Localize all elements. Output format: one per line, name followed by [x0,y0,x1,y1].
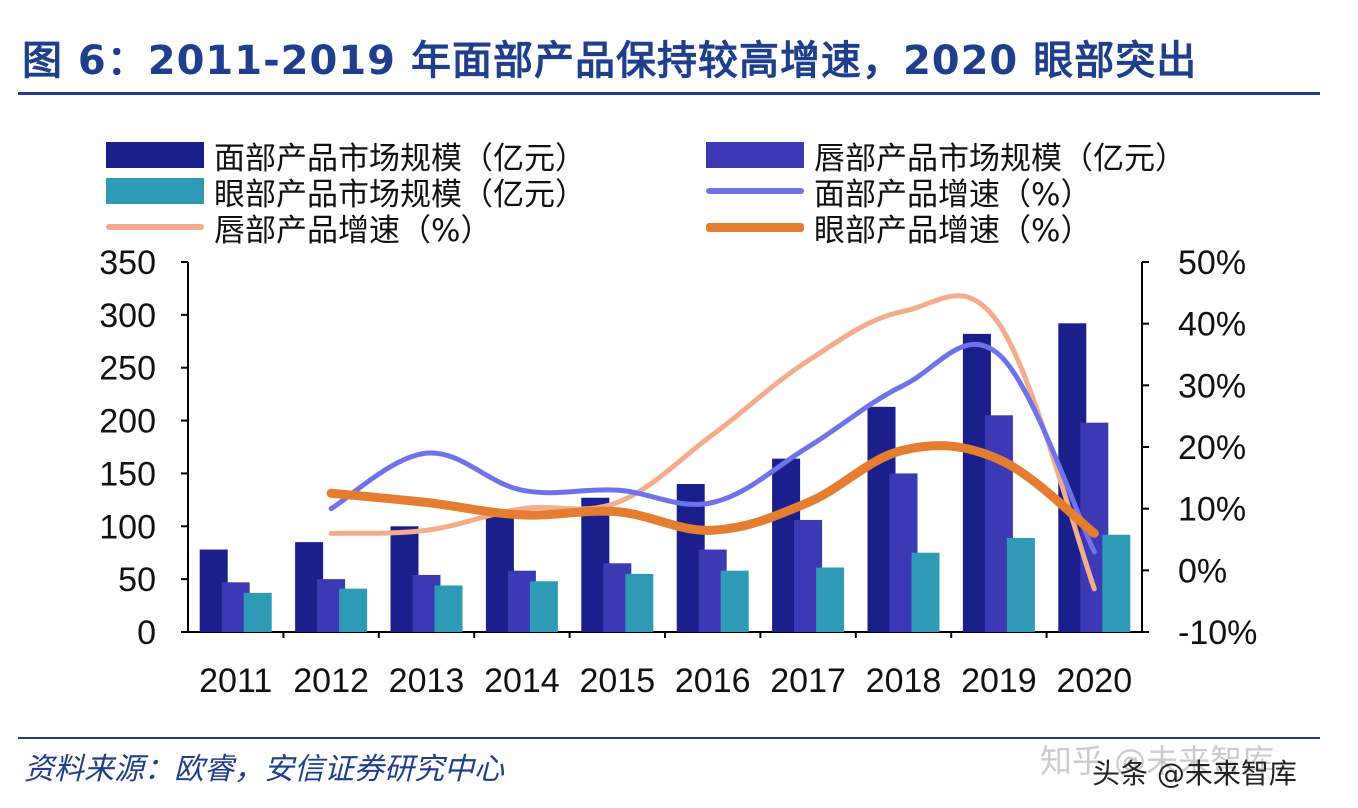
right-tick-label: -10% [1178,614,1257,652]
legend-label-eye-line: 眼部产品增速（%） [814,212,1092,249]
legend-swatch-lip-bar [706,142,804,168]
left-tick-label: 100 [99,508,156,546]
x-tick-label: 2015 [579,662,655,700]
right-tick-label: 40% [1178,306,1246,344]
x-tick-label: 2011 [199,662,272,700]
chart-title: 图 6：2011-2019 年面部产品保持较高增速，2020 眼部突出 [22,38,1198,84]
legend-label-lip-line: 唇部产品增速（%） [214,212,492,249]
legend-swatch-face-line [706,188,804,194]
left-tick-label: 350 [99,244,156,282]
legend-item-eye-bar: 眼部产品市场规模（亿元） [106,171,586,213]
bar-eye [243,592,272,632]
legend-item-lip-bar: 唇部产品市场规模（亿元） [706,135,1186,177]
line-eye-growth [326,441,1099,538]
legend-swatch-eye-bar [106,178,204,204]
bar-eye [816,567,845,632]
bar-eye [1006,537,1035,632]
legend-item-eye-line: 眼部产品增速（%） [706,207,1092,249]
x-tick-label: 2017 [770,662,846,700]
legend-swatch-lip-line [106,224,204,230]
right-tick-label: 0% [1178,552,1227,590]
legend-item-face-bar: 面部产品市场规模（亿元） [106,135,586,177]
left-tick-label: 150 [99,455,156,493]
x-tick-label: 2012 [293,662,369,700]
bar-eye [434,585,463,632]
source-note: 资料来源：欧睿，安信证券研究中心 [24,752,504,787]
legend-label-lip-bar: 唇部产品市场规模（亿元） [814,140,1186,177]
x-tick-label: 2014 [484,662,560,700]
right-tick-label: 30% [1178,367,1246,405]
bar-eye [720,570,749,632]
bar-eye [1102,534,1131,632]
legend-item-face-line: 面部产品增速（%） [706,171,1092,213]
legend-label-eye-bar: 眼部产品市场规模（亿元） [214,176,586,213]
left-tick-label: 250 [99,350,156,388]
bar-eye [625,573,654,632]
bar-eye [339,588,368,632]
left-tick-label: 200 [99,403,156,441]
x-tick-label: 2020 [1056,662,1132,700]
legend-label-face-line: 面部产品增速（%） [814,176,1092,213]
left-tick-label: 0 [137,614,156,652]
x-tick-label: 2016 [675,662,751,700]
line-face-growth [328,341,1097,555]
right-tick-label: 20% [1178,429,1246,467]
left-tick-label: 300 [99,297,156,335]
line-lip-growth [328,293,1097,592]
legend-item-lip-line: 唇部产品增速（%） [106,207,492,249]
x-tick-label: 2013 [389,662,465,700]
legend-swatch-face-bar [106,142,204,168]
watermark: 知乎 @未来智库 [1040,742,1275,780]
x-tick-label: 2018 [866,662,942,700]
left-tick-label: 50 [118,561,156,599]
x-tick-label: 2019 [961,662,1037,700]
bar-eye [529,581,558,632]
watermark-secondary: 头条 @未来智库 [1092,757,1297,790]
legend-swatch-eye-line [706,222,804,232]
legend-label-face-bar: 面部产品市场规模（亿元） [214,140,586,177]
right-tick-label: 10% [1178,491,1246,529]
source-rule [18,737,1320,739]
right-tick-label: 50% [1178,244,1246,282]
bar-eye [911,552,940,632]
title-rule [18,92,1320,95]
